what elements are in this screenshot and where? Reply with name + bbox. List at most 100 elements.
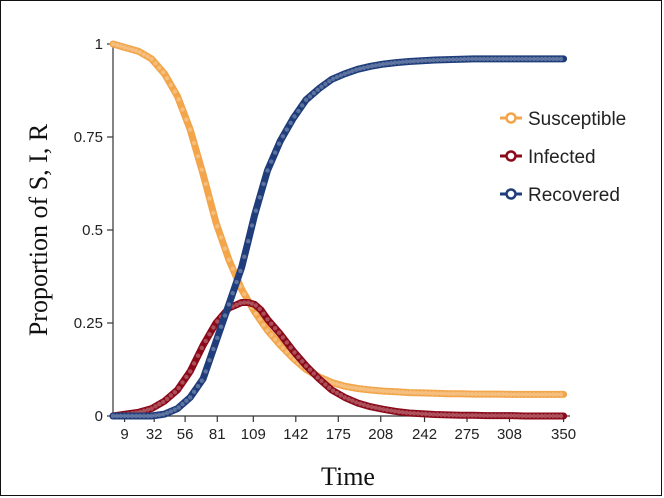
series-point-recovered [547, 56, 552, 62]
x-tick-label: 56 [177, 426, 194, 443]
series-point-infected [373, 405, 378, 410]
series-point-infected [365, 403, 371, 409]
series-layer [109, 40, 568, 420]
series-point-susceptible [334, 381, 340, 387]
series-point-infected [497, 413, 502, 418]
series-point-susceptible [211, 210, 216, 216]
series-point-infected [242, 300, 247, 305]
series-point-susceptible [253, 311, 259, 316]
series-point-susceptible [161, 70, 166, 75]
series-point-infected [280, 335, 286, 340]
series-point-recovered [215, 335, 220, 341]
series-point-infected [338, 393, 344, 398]
x-ticks: 9 32 56 81 109 142 175 208 242 275 308 350 [120, 416, 576, 443]
series-point-infected [307, 367, 313, 372]
series-point-infected [408, 410, 413, 416]
series-point-recovered [385, 61, 390, 66]
series-point-recovered [280, 134, 286, 139]
series-point-recovered [415, 58, 421, 64]
series-point-susceptible [547, 392, 552, 397]
legend-label: Infected [528, 147, 596, 168]
legend-marker [505, 150, 517, 162]
series-point-infected [276, 330, 282, 335]
series-point-susceptible [191, 140, 197, 146]
series-point-recovered [458, 57, 463, 62]
series-point-infected [300, 359, 305, 364]
series-point-recovered [408, 59, 413, 64]
series-point-recovered [211, 346, 216, 352]
series-point-recovered [311, 90, 316, 96]
series-point-infected [361, 402, 367, 407]
series-point-susceptible [481, 391, 486, 397]
series-point-recovered [473, 56, 479, 62]
series-point-susceptible [400, 390, 405, 395]
series-point-susceptible [118, 44, 123, 49]
series-point-recovered [303, 97, 309, 103]
series-point-susceptible [431, 391, 436, 396]
series-point-susceptible [497, 391, 502, 397]
series-point-recovered [172, 407, 177, 412]
series-point-recovered [164, 410, 170, 416]
series-point-susceptible [373, 388, 378, 393]
series-point-susceptible [381, 388, 386, 394]
series-point-susceptible [377, 388, 382, 393]
series-point-susceptible [346, 384, 351, 390]
series-point-recovered [184, 398, 189, 403]
series-point-recovered [396, 60, 401, 65]
series-point-recovered [381, 61, 386, 67]
series-point-susceptible [203, 181, 208, 187]
series-point-susceptible [199, 167, 204, 172]
series-point-recovered [543, 56, 548, 62]
series-point-susceptible [137, 50, 143, 55]
series-point-recovered [500, 56, 506, 62]
series-point-recovered [466, 56, 471, 62]
series-point-recovered [504, 56, 510, 62]
series-point-susceptible [458, 391, 463, 396]
series-point-infected [396, 409, 401, 414]
series-point-susceptible [504, 392, 510, 397]
series-point-recovered [188, 395, 193, 400]
series-point-infected [284, 340, 289, 345]
y-tick-label: 0 [95, 408, 103, 425]
series-point-susceptible [176, 97, 181, 102]
series-point-recovered [253, 208, 259, 213]
y-tick-label: 0.25 [74, 315, 103, 332]
series-point-recovered [130, 413, 135, 419]
series-point-recovered [319, 84, 324, 90]
series-point-recovered [230, 291, 235, 296]
series-point-recovered [118, 413, 123, 419]
series-point-recovered [412, 59, 417, 64]
series-point-recovered [238, 268, 243, 274]
series-point-recovered [373, 63, 378, 68]
x-tick-label: 81 [209, 426, 226, 443]
series-point-susceptible [508, 392, 513, 397]
series-point-recovered [195, 384, 201, 389]
series-point-recovered [524, 56, 529, 62]
series-line-susceptible [109, 40, 568, 398]
x-tick-label: 142 [283, 426, 308, 443]
series-point-susceptible [543, 392, 548, 397]
series-point-susceptible [365, 387, 371, 392]
series-point-recovered [531, 56, 537, 62]
series-point-susceptible [485, 391, 490, 397]
series-susceptible [109, 40, 568, 398]
series-point-recovered [180, 401, 185, 407]
series-point-infected [168, 393, 174, 398]
series-point-recovered [400, 59, 405, 65]
series-point-recovered [153, 413, 158, 418]
series-point-susceptible [168, 82, 174, 88]
series-point-susceptible [164, 76, 170, 81]
series-point-infected [543, 413, 548, 419]
series-point-infected [554, 413, 560, 419]
series-point-recovered [404, 59, 409, 64]
series-point-susceptible [412, 390, 417, 395]
series-point-recovered [431, 57, 436, 63]
series-point-infected [473, 413, 479, 418]
x-tick-label: 208 [368, 426, 393, 443]
series-point-infected [253, 303, 259, 308]
series-point-infected [415, 411, 421, 416]
series-point-infected [524, 413, 529, 419]
series-point-infected [481, 413, 486, 418]
x-axis-title: Time [321, 462, 375, 491]
series-point-susceptible [439, 391, 444, 396]
